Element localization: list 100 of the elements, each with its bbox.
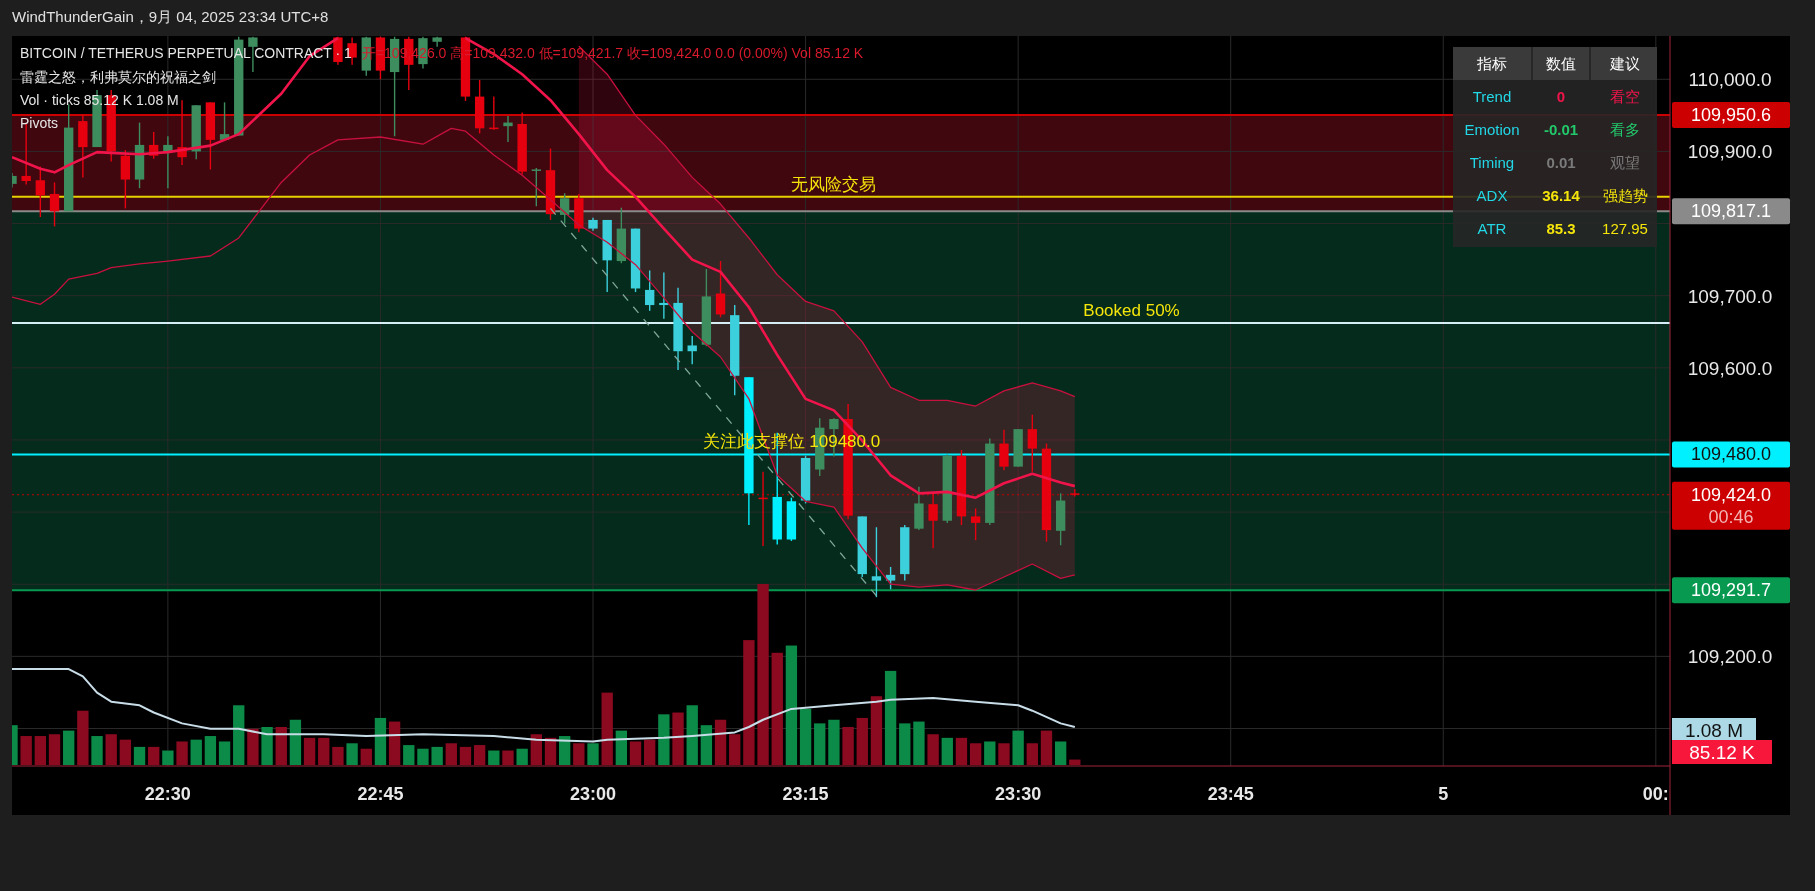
bar bbox=[884, 670, 897, 765]
x-tick-label: 23:45 bbox=[1207, 784, 1254, 804]
bar bbox=[969, 743, 982, 765]
bar bbox=[927, 734, 939, 765]
bar bbox=[941, 737, 953, 765]
annotation: 看空 bbox=[1610, 88, 1640, 105]
bar bbox=[48, 734, 61, 765]
text: WindThunderGain，9月 04, 2025 23:34 UTC+8 bbox=[12, 8, 329, 25]
bar bbox=[190, 739, 202, 765]
bar bbox=[984, 741, 996, 765]
bar bbox=[615, 730, 628, 765]
bar bbox=[1054, 741, 1067, 765]
bar bbox=[870, 696, 883, 765]
annotation: 0.01 bbox=[1546, 154, 1576, 171]
bar bbox=[644, 739, 656, 765]
bar bbox=[856, 717, 868, 765]
y-tick-label: 109,700.0 bbox=[1687, 285, 1773, 307]
bar bbox=[1012, 730, 1024, 765]
annotation: Vol · ticks 85.12 K 1.08 M bbox=[20, 92, 179, 108]
annotation: Pivots bbox=[20, 115, 59, 131]
annotation: 建议 bbox=[1609, 55, 1640, 72]
bar bbox=[799, 708, 812, 765]
bar bbox=[360, 748, 372, 765]
bar bbox=[700, 725, 713, 765]
bar bbox=[91, 736, 103, 765]
bar bbox=[828, 719, 840, 765]
annotation: 强趋势 bbox=[1602, 187, 1648, 204]
ref-line-label: 109,480.0 bbox=[1690, 444, 1772, 465]
x-tick-label: 23:00 bbox=[569, 784, 617, 804]
bar bbox=[417, 748, 429, 765]
bar bbox=[303, 737, 316, 765]
bar bbox=[261, 726, 273, 765]
x-tick-label: 23:15 bbox=[782, 784, 829, 804]
bar bbox=[105, 734, 117, 765]
x-tick-label: 23:30 bbox=[995, 784, 1042, 804]
bar bbox=[743, 640, 755, 765]
y-tick-label: 109,900.0 bbox=[1687, 141, 1773, 163]
bar bbox=[318, 737, 330, 765]
bar bbox=[899, 723, 911, 765]
bar bbox=[332, 746, 344, 765]
bar bbox=[785, 645, 798, 765]
bar bbox=[757, 584, 769, 765]
bar bbox=[162, 750, 174, 765]
bar bbox=[148, 746, 160, 765]
annotation: 无风险交易 bbox=[791, 174, 877, 194]
bar bbox=[587, 743, 599, 765]
bar bbox=[204, 736, 217, 765]
bar bbox=[445, 743, 457, 765]
y-tick-label: 109,600.0 bbox=[1687, 357, 1773, 379]
bar bbox=[488, 750, 500, 765]
annotation: Booked 50% bbox=[1083, 301, 1180, 321]
bar bbox=[374, 717, 387, 765]
annotation: 数值 bbox=[1546, 55, 1576, 72]
bar bbox=[346, 743, 358, 765]
bar bbox=[275, 726, 287, 765]
bar bbox=[516, 748, 528, 765]
bar bbox=[771, 652, 783, 765]
bar bbox=[247, 728, 259, 765]
bar bbox=[672, 712, 684, 765]
bar bbox=[729, 734, 741, 765]
ref-line-label: 109,291.7 bbox=[1690, 580, 1772, 601]
bar bbox=[459, 746, 472, 765]
bar bbox=[814, 723, 826, 765]
annotation: 看多 bbox=[1610, 121, 1640, 138]
x-tick-label: 22:45 bbox=[357, 784, 404, 804]
annotation: 观望 bbox=[1610, 154, 1640, 171]
annotation: 36.14 bbox=[1542, 187, 1581, 204]
bar bbox=[233, 705, 245, 765]
bar bbox=[63, 730, 75, 765]
ref-line-label: 109,817.1 bbox=[1690, 201, 1772, 222]
annotation: Trend bbox=[1472, 88, 1512, 105]
text: 1.08 M bbox=[1684, 720, 1744, 741]
bar bbox=[176, 741, 188, 765]
bar bbox=[218, 741, 231, 765]
bar bbox=[601, 692, 613, 765]
bar bbox=[473, 745, 486, 765]
bar bbox=[133, 746, 146, 765]
bar bbox=[559, 736, 571, 765]
annotation: 雷霆之怒，利弗莫尔的祝福之剑 bbox=[20, 69, 216, 85]
line-series bbox=[12, 127, 1076, 591]
bar bbox=[573, 743, 585, 765]
annotation: 0 bbox=[1556, 88, 1566, 105]
ref-line-label: 109,424.0 00:46 bbox=[1690, 484, 1772, 527]
bar bbox=[388, 721, 401, 765]
y-tick-label: 109,200.0 bbox=[1687, 646, 1773, 668]
bar bbox=[502, 750, 514, 765]
bar bbox=[1040, 730, 1053, 765]
bar bbox=[431, 746, 443, 765]
annotation: Timing bbox=[1469, 154, 1515, 171]
annotation: -0.01 bbox=[1543, 121, 1579, 138]
bar bbox=[842, 726, 854, 765]
bar bbox=[119, 739, 132, 765]
annotation: 指标 bbox=[1476, 55, 1507, 72]
x-tick-label: 5 bbox=[1438, 784, 1449, 804]
annotation: 127.95 bbox=[1602, 220, 1648, 237]
annotation: ADX bbox=[1476, 187, 1508, 204]
bar bbox=[77, 710, 89, 765]
annotation: Emotion bbox=[1464, 121, 1520, 138]
bar bbox=[403, 745, 415, 765]
x-tick-label: 00: bbox=[1642, 784, 1669, 804]
